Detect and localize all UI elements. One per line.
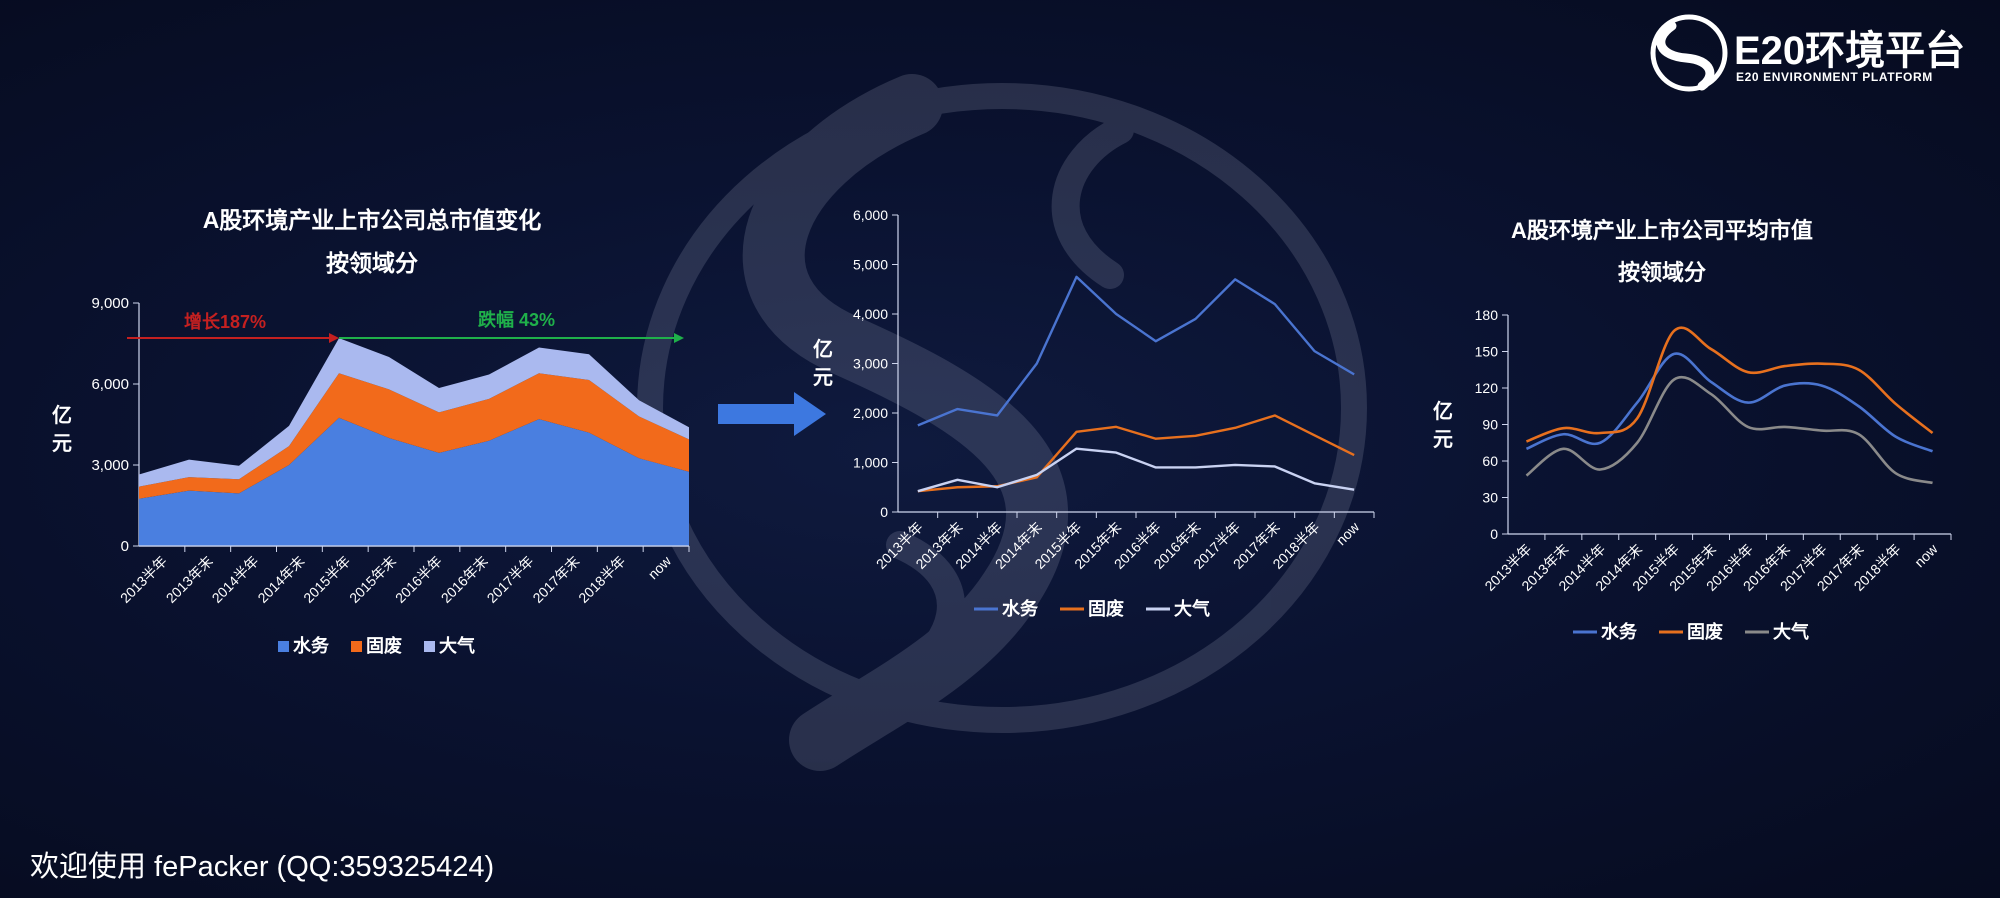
y-tick-label: 60 [1482, 453, 1498, 469]
y-tick-label: 5,000 [853, 257, 888, 273]
x-tick-label: 2017年末 [529, 553, 582, 606]
legend-swatch [278, 641, 289, 652]
y-tick-label: 2,000 [853, 405, 888, 421]
brand-subtitle: E20 ENVIRONMENT PLATFORM [1736, 70, 1933, 84]
line-series-1 [917, 275, 1355, 427]
y-axis-label: 元 [1433, 429, 1453, 451]
legend-label: 固废 [1088, 598, 1124, 619]
brand-mark-icon [1650, 14, 1728, 92]
x-tick-label: 2015年末 [346, 553, 399, 606]
line-series-1 [1525, 352, 1934, 453]
y-tick-label: 3,000 [91, 457, 129, 474]
legend-swatch [424, 641, 435, 652]
chart3-title-line2: 按领域分 [1618, 260, 1706, 285]
x-tick-label: 2016半年 [392, 553, 445, 606]
x-tick-label: 2018半年 [575, 553, 628, 606]
area-series-2 [139, 373, 689, 499]
x-tick-label: 2015半年 [300, 553, 353, 606]
y-tick-label: 1,000 [853, 455, 888, 471]
legend-label: 大气 [439, 635, 475, 656]
y-tick-label: 120 [1475, 380, 1499, 396]
growth-arrowhead [329, 333, 339, 343]
legend-label: 水务 [293, 635, 330, 656]
y-tick-label: 0 [121, 538, 129, 555]
footer-welcome: 欢迎使用 fePacker (QQ:359325424) [30, 850, 494, 883]
y-tick-label: 6,000 [853, 207, 888, 223]
y-tick-label: 90 [1482, 417, 1498, 433]
x-tick-label: now [645, 552, 675, 582]
y-tick-label: 150 [1475, 344, 1499, 360]
area-series-3 [139, 338, 689, 487]
y-tick-label: 3,000 [853, 356, 888, 372]
x-tick-label: 2013年末 [163, 553, 216, 606]
legend-label: 固废 [366, 635, 402, 656]
chart3-title-line1: A股环境产业上市公司平均市值 [1511, 218, 1813, 243]
legend-label: 大气 [1174, 598, 1210, 619]
y-tick-label: 6,000 [91, 376, 129, 393]
decline-arrowhead [674, 333, 684, 343]
brand-logo: E20环境平台 E20 ENVIRONMENT PLATFORM [1650, 14, 1965, 92]
y-axis-label: 元 [813, 367, 833, 389]
y-tick-label: 4,000 [853, 306, 888, 322]
line-series-2 [1525, 326, 1934, 443]
x-tick-label: 2016年末 [438, 553, 491, 606]
x-tick-label: 2013半年 [117, 553, 170, 606]
chart1-title-line2: 按领域分 [326, 250, 418, 276]
chart-average-market-value: A股环境产业上市公司平均市值 按领域分 03060901201501802013… [1433, 218, 1952, 642]
y-axis-label: 亿 [1433, 399, 1453, 423]
x-tick-label: 2014半年 [209, 553, 262, 606]
growth-annotation: 增长187% [184, 311, 266, 332]
chart1-title-line1: A股环境产业上市公司总市值变化 [203, 207, 542, 233]
y-tick-label: 180 [1475, 307, 1499, 323]
y-tick-label: 9,000 [91, 295, 129, 312]
y-tick-label: 30 [1482, 490, 1498, 506]
legend-swatch [351, 641, 362, 652]
x-tick-label: 2017半年 [484, 553, 537, 606]
legend-label: 大气 [1773, 621, 1809, 642]
x-tick-label: 2014年末 [254, 553, 307, 606]
y-tick-label: 0 [880, 504, 888, 520]
legend-label: 水务 [1002, 598, 1039, 619]
y-axis-label: 亿 [813, 337, 833, 361]
decline-annotation: 跌幅 43% [478, 309, 555, 330]
transition-arrow-icon [718, 392, 826, 436]
area-series-1 [139, 417, 689, 546]
x-tick-label: now [1911, 540, 1941, 570]
y-axis-label: 亿 [52, 403, 72, 427]
chart-total-market-value: A股环境产业上市公司总市值变化 按领域分 0 3,000 6,000 9,000 201… [52, 207, 690, 656]
line-series-3 [917, 447, 1355, 493]
legend-label: 固废 [1687, 621, 1723, 642]
y-axis-label: 元 [52, 433, 72, 455]
brand-name: E20环境平台 [1734, 29, 1965, 73]
legend-label: 水务 [1601, 621, 1638, 642]
y-tick-label: 0 [1490, 526, 1498, 542]
line-series-3 [1525, 375, 1933, 485]
